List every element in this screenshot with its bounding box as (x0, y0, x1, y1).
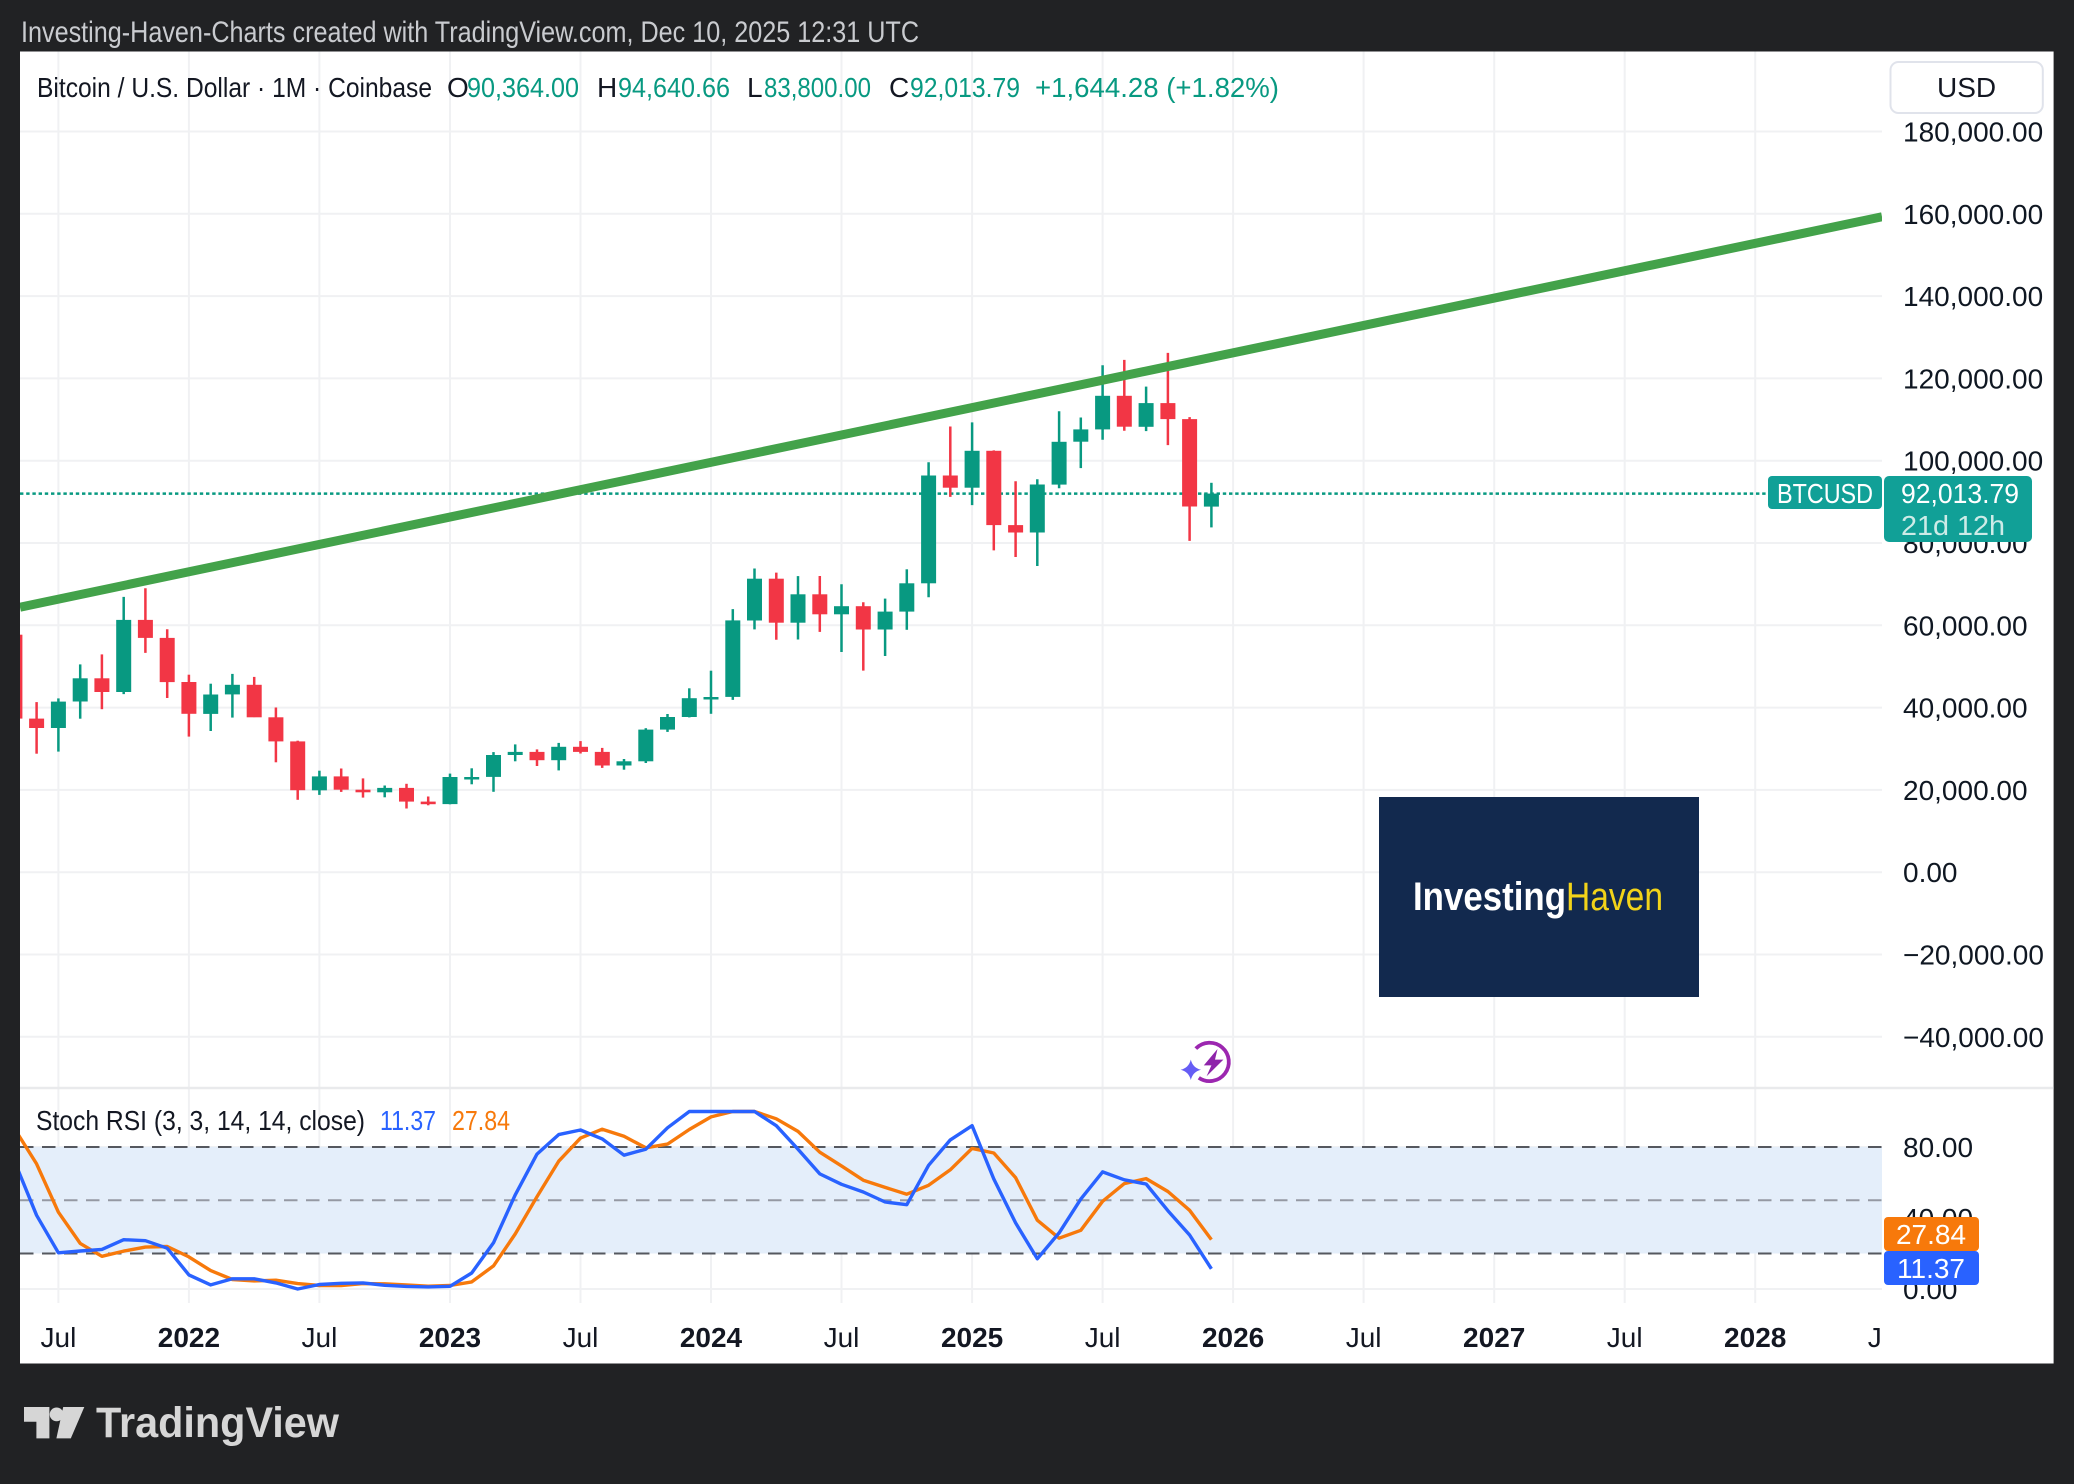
svg-text:80.00: 80.00 (1903, 1132, 1973, 1163)
svg-text:Jul: Jul (563, 1322, 599, 1353)
svg-text:0.00: 0.00 (1903, 857, 1958, 888)
svg-text:Bitcoin / U.S. Dollar · 1M · C: Bitcoin / U.S. Dollar · 1M · Coinbase (37, 72, 432, 103)
svg-text:90,364.00: 90,364.00 (467, 72, 579, 103)
svg-text:140,000.00: 140,000.00 (1903, 281, 2043, 312)
svg-text:2028: 2028 (1724, 1322, 1786, 1353)
svg-text:O: O (447, 72, 469, 103)
svg-text:2025: 2025 (941, 1322, 1003, 1353)
svg-text:+1,644.28 (+1.82%): +1,644.28 (+1.82%) (1035, 72, 1279, 103)
svg-text:94,640.66: 94,640.66 (618, 72, 730, 103)
svg-text:Stoch RSI (3, 3, 14, 14, close: Stoch RSI (3, 3, 14, 14, close) (36, 1105, 365, 1136)
svg-text:83,800.00: 83,800.00 (764, 72, 871, 103)
svg-text:Jul: Jul (1346, 1322, 1382, 1353)
svg-text:2027: 2027 (1463, 1322, 1525, 1353)
svg-text:TradingView: TradingView (96, 1399, 340, 1447)
svg-text:2024: 2024 (680, 1322, 743, 1353)
svg-text:180,000.00: 180,000.00 (1903, 117, 2043, 148)
svg-text:2026: 2026 (1202, 1322, 1264, 1353)
svg-text:20,000.00: 20,000.00 (1903, 775, 2028, 806)
svg-text:BTCUSD: BTCUSD (1777, 478, 1873, 509)
svg-text:120,000.00: 120,000.00 (1903, 363, 2043, 394)
svg-text:Jul: Jul (302, 1322, 338, 1353)
svg-text:2023: 2023 (419, 1322, 481, 1353)
svg-text:27.84: 27.84 (1896, 1219, 1966, 1250)
svg-text:−40,000.00: −40,000.00 (1903, 1022, 2044, 1053)
svg-text:100,000.00: 100,000.00 (1903, 446, 2043, 477)
svg-text:−20,000.00: −20,000.00 (1903, 940, 2044, 971)
svg-text:92,013.79: 92,013.79 (910, 72, 1020, 103)
svg-text:11.37: 11.37 (1897, 1253, 1965, 1284)
svg-text:Haven: Haven (1566, 875, 1663, 919)
svg-text:40,000.00: 40,000.00 (1903, 693, 2028, 724)
svg-text:92,013.79: 92,013.79 (1901, 478, 2019, 509)
svg-text:60,000.00: 60,000.00 (1903, 610, 2028, 641)
svg-text:H: H (597, 72, 617, 103)
svg-text:11.37: 11.37 (380, 1105, 436, 1136)
svg-text:160,000.00: 160,000.00 (1903, 199, 2043, 230)
svg-text:27.84: 27.84 (452, 1105, 510, 1136)
svg-text:C: C (889, 72, 909, 103)
svg-text:2022: 2022 (158, 1322, 220, 1353)
svg-text:21d 12h: 21d 12h (1901, 510, 2005, 541)
svg-text:Jul: Jul (1868, 1322, 1904, 1353)
svg-text:Jul: Jul (1085, 1322, 1121, 1353)
svg-text:Jul: Jul (41, 1322, 77, 1353)
svg-text:Jul: Jul (824, 1322, 860, 1353)
svg-text:Investing-Haven-Charts created: Investing-Haven-Charts created with Trad… (21, 16, 919, 49)
svg-text:USD: USD (1937, 72, 1996, 103)
svg-text:L: L (747, 72, 763, 103)
svg-text:Investing: Investing (1413, 875, 1566, 919)
svg-text:Jul: Jul (1607, 1322, 1643, 1353)
